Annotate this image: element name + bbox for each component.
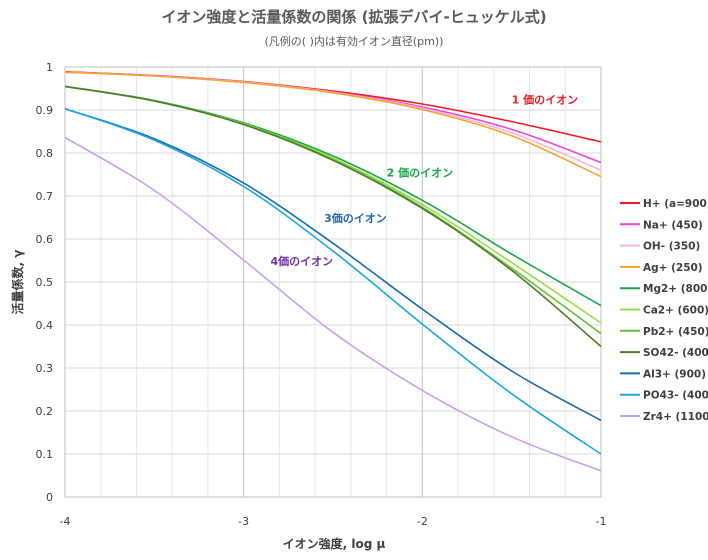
series-line (64, 71, 602, 164)
legend-entry: Zr4+ (1100) (643, 411, 708, 423)
y-tick-label: 0.9 (36, 104, 54, 117)
y-tick-label: 0.4 (36, 319, 54, 332)
series-line (64, 107, 602, 455)
y-tick-label: 0.5 (36, 276, 54, 289)
plot-border (64, 66, 602, 498)
annotation-label: 3価のイオン (324, 211, 387, 225)
y-tick-label: 0.3 (36, 362, 54, 375)
legend-entry: Ag+ (250) (643, 262, 703, 274)
annotations: 1 価のイオン 2 価のイオン 3価のイオン 4価のイオン (270, 93, 578, 268)
y-tick-label: 0.7 (36, 190, 54, 203)
y-tick-label: 1 (46, 61, 53, 74)
legend-entry: SO42- (400) (643, 347, 708, 359)
legend-entry: OH- (350) (643, 241, 700, 253)
x-tick-labels: -4 -3 -2 -1 (60, 515, 607, 528)
y-tick-label: 0.1 (36, 448, 54, 461)
annotation-label: 1 価のイオン (512, 93, 578, 107)
y-tick-label: 0 (46, 491, 53, 504)
x-tick-label: -3 (238, 515, 249, 528)
series-line (64, 85, 602, 348)
series-line (64, 136, 602, 472)
legend-entry: Al3+ (900) (643, 368, 706, 380)
annotation-label: 2 価のイオン (387, 166, 453, 180)
legend-entry: H+ (a=900) (643, 198, 708, 210)
legend-entry: Mg2+ (800) (643, 283, 708, 295)
legend: H+ (a=900) Na+ (450) OH- (350) Ag+ (250) Mg2… (620, 198, 708, 423)
series-line (64, 71, 602, 178)
series-line (64, 107, 602, 422)
legend-entry: PO43- (400) (643, 390, 708, 402)
y-axis-label: 活量係数, γ (10, 250, 25, 315)
chart-title: イオン強度と活量係数の関係 (拡張デバイ-ヒュッケル式) (161, 8, 546, 26)
legend-entry: Pb2+ (450) (643, 326, 708, 338)
y-tick-label: 0.2 (36, 405, 54, 418)
y-tick-label: 0.6 (36, 233, 54, 246)
y-tick-label: 0.8 (36, 147, 54, 160)
legend-entry: Ca2+ (600) (643, 305, 708, 317)
x-tick-label: -4 (60, 515, 71, 528)
y-tick-labels: 0 0.1 0.2 0.3 0.4 0.5 0.6 0.7 0.8 0.9 1 (36, 61, 54, 504)
x-tick-label: -1 (596, 515, 607, 528)
legend-entry: Na+ (450) (643, 219, 703, 231)
series-line (64, 85, 602, 324)
series-line (64, 70, 602, 143)
x-tick-label: -2 (417, 515, 428, 528)
series-lines (64, 70, 602, 472)
chart-subtitle: (凡例の( )内は有効イオン直径(pm)) (265, 34, 444, 48)
annotation-label: 4価のイオン (270, 254, 333, 268)
x-axis-label: イオン強度, log μ (283, 536, 386, 551)
